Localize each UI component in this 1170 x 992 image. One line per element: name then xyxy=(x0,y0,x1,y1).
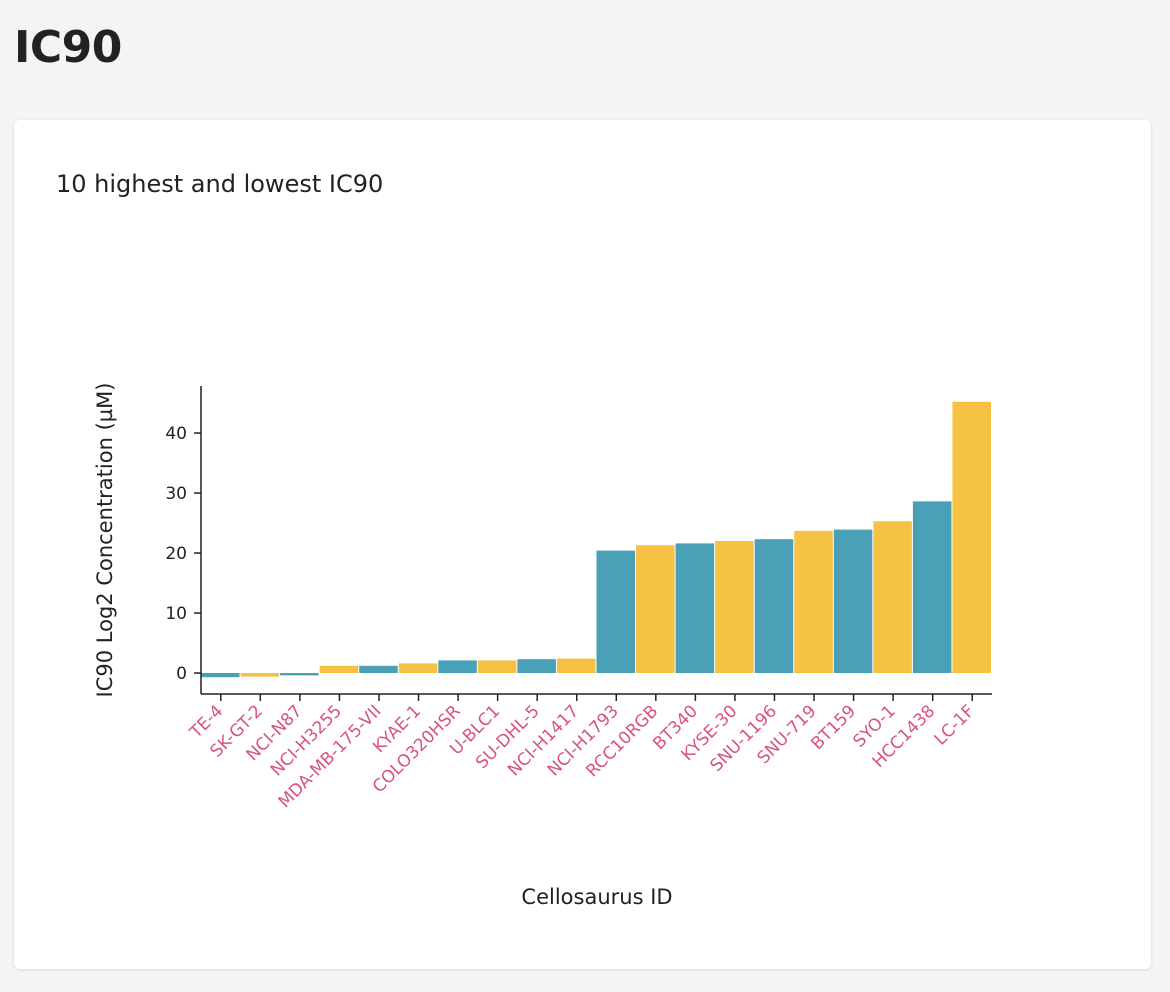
y-tick-label: 0 xyxy=(176,664,187,684)
bar-te-4[interactable] xyxy=(201,673,240,678)
bar-sk-gt-2[interactable] xyxy=(240,673,280,677)
y-tick-label: 30 xyxy=(165,484,187,504)
bar-hcc1438[interactable] xyxy=(912,501,952,673)
bar-colo320hsr[interactable] xyxy=(438,660,477,673)
x-tick-label: BT159 xyxy=(807,701,860,754)
y-tick-label: 10 xyxy=(165,604,187,624)
x-axis-title: Cellosaurus ID xyxy=(521,885,672,909)
bar-u-blc1[interactable] xyxy=(477,660,517,673)
y-tick-label: 20 xyxy=(165,544,187,564)
y-axis: 0 10 20 30 40 xyxy=(165,386,202,694)
bar-rcc10rgb[interactable] xyxy=(636,545,675,673)
x-tick-label: LC-1F xyxy=(931,701,979,749)
bar-nci-n87[interactable] xyxy=(280,673,319,676)
bar-bt340[interactable] xyxy=(675,543,715,673)
page-title: IC90 xyxy=(14,22,122,73)
bar-lc-1f[interactable] xyxy=(952,401,991,673)
y-axis-title: IC90 Log2 Concentration (µM) xyxy=(93,383,117,698)
bars-group xyxy=(201,401,991,678)
bar-nci-h3255[interactable] xyxy=(319,665,359,673)
y-tick-label: 40 xyxy=(165,424,187,444)
bar-nci-h1417[interactable] xyxy=(556,658,596,673)
bar-mda-mb-175-vii[interactable] xyxy=(359,665,398,673)
bar-snu-719[interactable] xyxy=(794,530,833,673)
chart-title: 10 highest and lowest IC90 xyxy=(56,170,384,198)
bar-kyse-30[interactable] xyxy=(715,541,754,673)
chart-card: 10 highest and lowest IC90 0 10 20 30 40 TE-… xyxy=(14,120,1151,969)
bar-bt159[interactable] xyxy=(833,529,873,673)
bar-snu-1196[interactable] xyxy=(754,539,794,673)
x-axis: TE-4SK-GT-2NCI-N87NCI-H3255MDA-MB-175-VI… xyxy=(186,693,992,812)
bar-chart: 0 10 20 30 40 TE-4SK-GT-2NCI-N87NCI-H3255MDA… xyxy=(93,383,992,909)
bar-nci-h1793[interactable] xyxy=(596,550,636,673)
bar-kyae-1[interactable] xyxy=(398,663,438,673)
bar-su-dhl-5[interactable] xyxy=(517,659,556,673)
bar-syo-1[interactable] xyxy=(873,521,912,673)
